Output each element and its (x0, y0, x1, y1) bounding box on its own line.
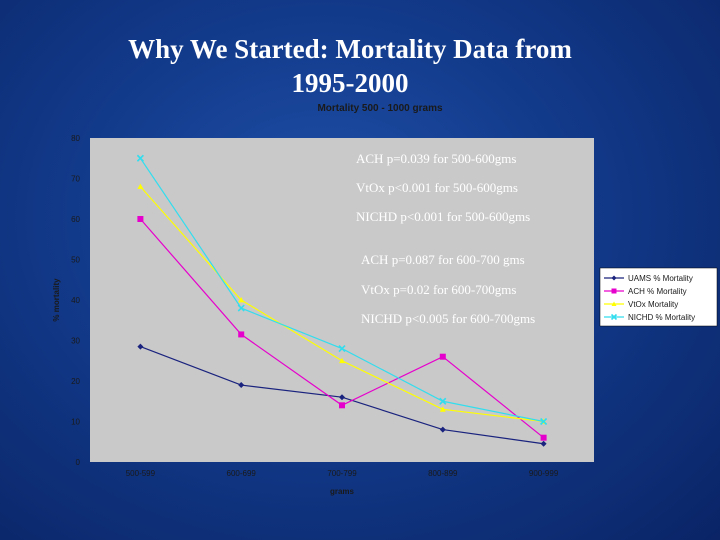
x-tick-label: 900-999 (529, 469, 559, 478)
data-point-marker (137, 183, 144, 189)
series-2 (137, 216, 547, 441)
series-4 (136, 154, 548, 426)
significance-annotation: ACH p=0.087 for 600-700 gms (361, 252, 525, 267)
significance-annotation: NICHD p<0.001 for 500-600gms (356, 209, 530, 224)
significance-annotation: ACH p=0.039 for 500-600gms (356, 151, 516, 166)
data-point-marker (339, 394, 345, 401)
data-point-marker (439, 397, 447, 405)
significance-annotation: VtOx p<0.001 for 500-600gms (356, 180, 518, 195)
legend-entry: NICHD % Mortality (604, 313, 695, 322)
y-tick-label: 20 (71, 377, 80, 386)
chart-title: Mortality 500 - 1000 grams (317, 103, 442, 114)
slide-title-line-2: 1995-2000 (291, 68, 409, 98)
data-point-marker (238, 382, 245, 389)
data-point-marker (439, 426, 446, 433)
data-point-marker (238, 331, 245, 338)
y-tick-label: 40 (71, 296, 80, 305)
y-tick-label: 10 (71, 418, 80, 427)
x-tick-label: 800-899 (428, 469, 458, 478)
data-point-marker (238, 297, 245, 303)
y-axis-label: % mortality (52, 278, 61, 322)
series-3 (137, 183, 547, 424)
plot-area (90, 138, 594, 462)
data-point-marker (439, 406, 446, 412)
legend-label: VtOx Mortality (628, 300, 678, 309)
legend-label: UAMS % Mortality (628, 274, 693, 283)
data-point-marker (540, 417, 548, 426)
legend-label: NICHD % Mortality (628, 313, 695, 322)
y-tick-label: 60 (71, 215, 80, 224)
x-axis-label: grams (330, 487, 355, 496)
data-point-marker (137, 343, 144, 350)
y-tick-label: 80 (71, 134, 80, 143)
data-point-marker (439, 353, 446, 360)
data-point-marker (540, 440, 547, 447)
y-tick-label: 50 (71, 256, 80, 265)
data-point-marker (611, 275, 617, 281)
y-tick-label: 70 (71, 175, 80, 184)
series-1 (137, 343, 547, 447)
data-point-marker (611, 301, 617, 306)
y-tick-label: 30 (71, 337, 80, 346)
data-point-marker (611, 288, 617, 294)
data-point-marker (610, 313, 618, 321)
legend-entry: ACH % Mortality (604, 287, 687, 296)
slide-title: Why We Started: Mortality Data from 1995… (0, 32, 700, 100)
data-point-marker (136, 154, 144, 162)
y-tick-label: 0 (76, 458, 81, 467)
data-point-marker (339, 357, 345, 364)
slide-title-line-1: Why We Started: Mortality Data from (128, 34, 572, 64)
data-point-marker (237, 304, 245, 312)
x-tick-label: 600-699 (227, 469, 257, 478)
legend-entry: UAMS % Mortality (604, 274, 693, 283)
legend-entry: VtOx Mortality (604, 300, 678, 309)
x-tick-label: 700-799 (327, 469, 357, 478)
x-tick-label: 500-599 (126, 469, 156, 478)
data-point-marker (540, 434, 547, 441)
significance-annotation: VtOx p=0.02 for 600-700gms (361, 282, 516, 297)
data-point-marker (339, 402, 345, 409)
data-point-marker (338, 345, 346, 353)
data-point-marker (137, 216, 144, 222)
legend-label: ACH % Mortality (628, 287, 687, 296)
significance-annotation: NICHD p<0.005 for 600-700gms (361, 311, 535, 326)
